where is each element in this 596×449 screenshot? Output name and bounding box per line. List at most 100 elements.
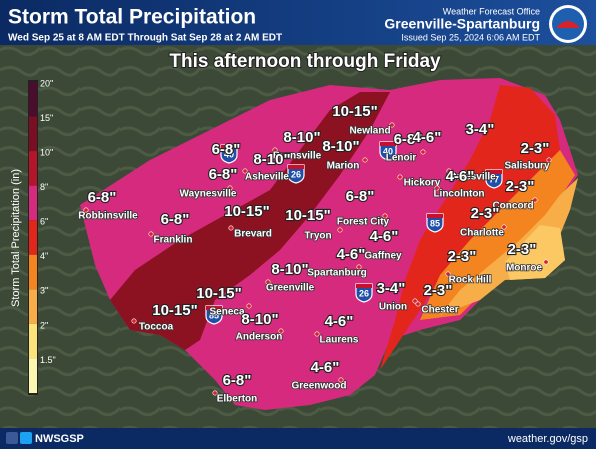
rainfall-amount: 10-15" [285,207,330,224]
city-dot [265,279,271,285]
interstate-shield [355,283,373,303]
legend-swatch [29,323,37,359]
city-dot [228,225,234,231]
city-dot [83,207,89,213]
rainfall-amount: 4-6" [337,246,366,263]
city-dot [501,224,507,230]
rainfall-amount: 2-3" [506,178,535,195]
interstate-number: 26 [291,169,301,179]
twitter-icon [20,432,32,444]
rainfall-amount: 10-15" [196,285,241,302]
city-name: Anderson [236,332,283,343]
city-dot [358,247,364,253]
city-dot [212,390,218,396]
legend-swatch [29,151,37,186]
city-dot [420,149,426,155]
legend-label: 3" [40,286,48,296]
city-name: Burnsville [273,151,322,162]
city-dot [532,197,538,203]
city-name: Forest City [337,217,390,228]
legend-swatch [29,220,37,255]
city-name: Charlotte [460,228,504,239]
rainfall-amount: 2-3" [508,241,537,258]
rainfall-amount: 6-8" [209,166,238,183]
legend-label: 15" [40,113,53,123]
city-dot [131,318,137,324]
city-name: Tryon [304,231,331,242]
city-name: Seneca [209,307,244,318]
rainfall-amount: 4-6" [446,168,475,185]
city-dot [356,264,362,270]
interstate-number: 26 [359,288,369,298]
city-dot [415,301,421,307]
rainfall-amount: 6-8" [161,211,190,228]
city-name: Rock Hill [449,275,492,286]
city-dot [278,328,284,334]
city-dot [543,259,549,265]
city-name: Robbinsville [78,211,138,222]
city-name: Newland [349,126,390,137]
city-dot [546,157,552,163]
city-dot [434,185,440,191]
rainfall-amount: 10-15" [152,302,197,319]
rainfall-amount: 8-10" [241,311,278,328]
city-dot [338,377,344,383]
rainfall-amount: 4-6" [311,359,340,376]
office-name: Greenville-Spartanburg [384,16,540,32]
city-name: Monroe [506,263,543,274]
rainfall-amount: 4-6" [413,129,442,146]
interstate-number: 85 [430,218,440,228]
city-dot [246,303,252,309]
interstate-shield-top [288,165,304,169]
rainfall-amount: 6-8" [88,189,117,206]
city-dot [445,271,451,277]
legend-label: 20" [40,78,53,88]
city-name: Lincolnton [433,189,484,200]
city-name: Elberton [217,394,258,405]
overlay-title: This afternoon through Friday [169,51,441,72]
city-dot [337,227,343,233]
interstate-number: 40 [383,146,393,156]
city-dot [227,185,233,191]
area-2-3-east [505,225,565,280]
interstate-shield-top [356,284,372,288]
rainfall-amount: 6-8" [212,141,241,158]
city-name: Waynesville [180,189,237,200]
legend-label: 8" [40,182,48,192]
city-dot [148,231,154,237]
city-name: Hickory [404,178,441,189]
footer-bar [0,428,596,449]
social-handle: NWSGSP [35,433,84,445]
city-name: Statesville [446,172,496,183]
interstate-shield-top [380,142,396,146]
interstate-shield-top [206,306,222,310]
city-dot [446,168,452,174]
legend-swatch [29,289,37,324]
rainfall-amount: 2-3" [521,140,550,157]
city-dot [397,174,403,180]
city-name: Toccoa [139,322,174,333]
rainfall-amount: 4-6" [370,228,399,245]
legend-label: 10" [40,147,53,157]
area-4-6 [380,85,560,370]
issued-time: Issued Sep 25, 2024 6:06 AM EDT [401,32,540,42]
area-10-15 [110,92,390,350]
rainfall-amount: 10-15" [332,103,377,120]
legend-label: 6" [40,217,48,227]
city-name: Brevard [234,229,272,240]
interstate-shield [220,144,238,164]
interstate-number: 40 [224,149,234,159]
legend-swatch [29,254,37,290]
facebook-icon [6,432,18,444]
rainfall-amount: 8-10" [322,138,359,155]
header-bar [0,0,596,45]
city-name: Spartanburg [307,268,366,279]
city-name: Salisbury [504,161,549,172]
city-name: Franklin [154,235,193,246]
city-name: Concord [492,201,533,212]
interstate-shield-top [221,145,237,149]
interstate-shield [485,169,503,189]
interstate-shield [205,305,223,325]
legend-swatch [29,116,37,152]
